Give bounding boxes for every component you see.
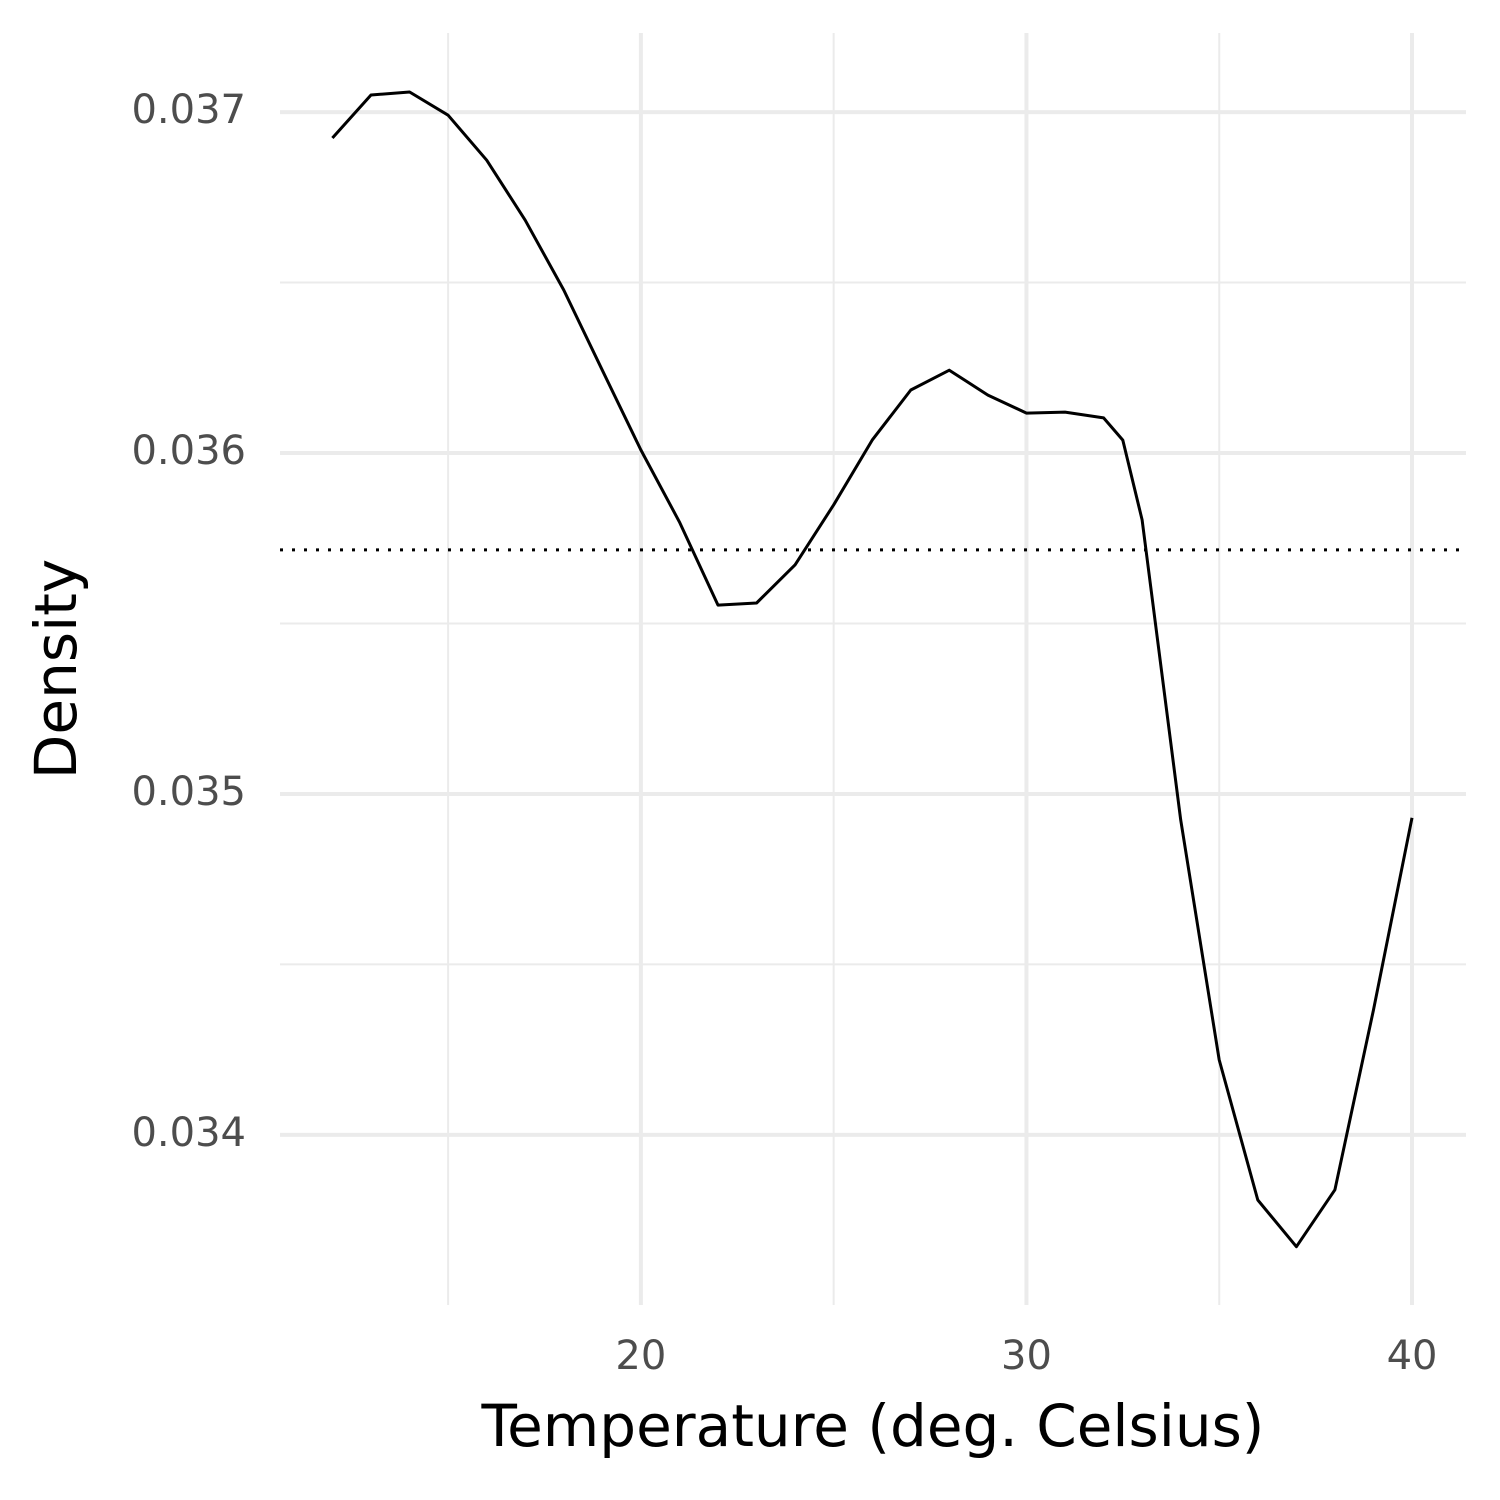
grid [280,33,1466,1305]
y-tick-label: 0.037 [131,87,246,133]
density-line [331,90,1414,1249]
y-tick-label: 0.035 [131,769,246,815]
x-tick-label: 30 [1001,1333,1052,1379]
x-tick-label: 20 [615,1333,666,1379]
y-tick-label: 0.036 [131,428,246,474]
x-tick-label: 40 [1387,1333,1438,1379]
x-axis-title: Temperature (deg. Celsius) [481,1392,1265,1460]
y-axis-title: Density [22,559,90,780]
y-tick-label: 0.034 [131,1110,246,1156]
